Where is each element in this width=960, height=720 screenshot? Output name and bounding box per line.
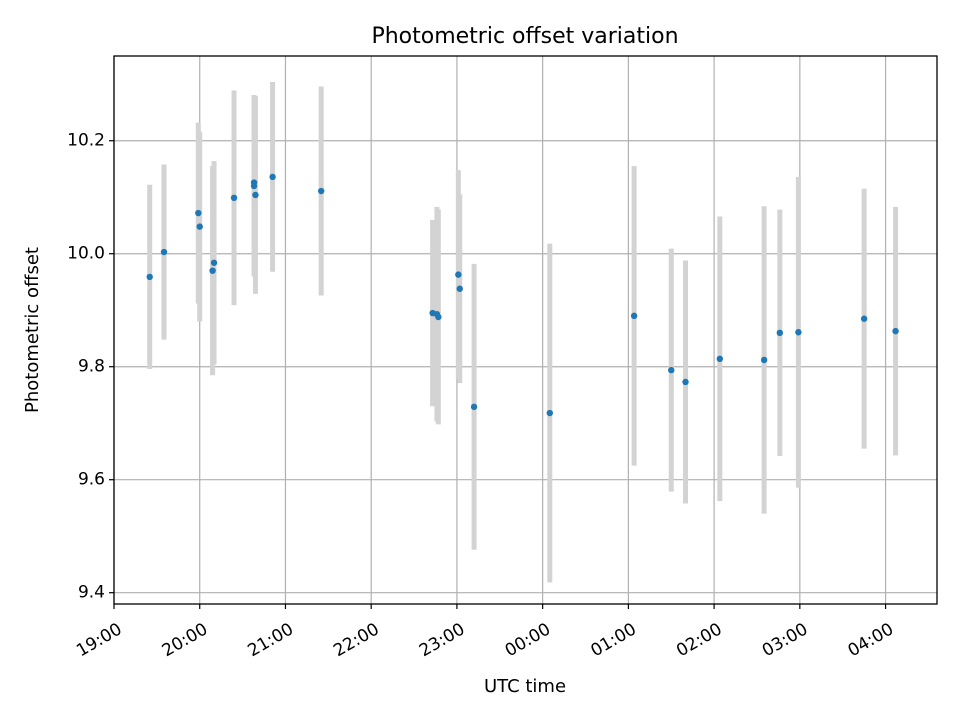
data-points [146, 173, 899, 417]
x-axis-label: UTC time [484, 676, 566, 697]
data-point [160, 248, 168, 256]
data-point [455, 271, 462, 278]
data-point [795, 329, 802, 336]
data-point [682, 378, 689, 386]
data-point [250, 182, 258, 190]
data-point [195, 209, 202, 217]
data-point [630, 312, 638, 320]
chart-title: Photometric offset variation [371, 24, 678, 49]
data-point [456, 285, 463, 292]
plot-frame [113, 55, 938, 605]
data-point [252, 191, 259, 199]
y-axis-ticks: 9.4 9.6 9.8 10.0 10.2 [67, 131, 114, 603]
data-point [269, 173, 276, 181]
data-point [546, 409, 553, 417]
data-point [470, 403, 478, 411]
data-point [146, 273, 153, 281]
data-point [210, 259, 218, 266]
data-point [230, 194, 238, 202]
data-point [435, 313, 442, 321]
data-point [776, 329, 784, 337]
y-tick-label: 9.8 [78, 357, 105, 377]
y-axis-label: Photometric offset [22, 247, 43, 413]
data-point [668, 366, 675, 374]
data-point [317, 187, 325, 195]
y-tick-label: 9.6 [78, 470, 105, 490]
data-point [760, 356, 768, 364]
data-point [860, 315, 868, 322]
y-tick-label: 9.4 [78, 583, 105, 603]
y-tick-label: 10.0 [67, 244, 105, 264]
data-point [716, 355, 724, 363]
data-point [209, 267, 216, 274]
y-tick-label: 10.2 [67, 131, 105, 151]
data-point [892, 327, 899, 335]
data-point [196, 223, 203, 230]
